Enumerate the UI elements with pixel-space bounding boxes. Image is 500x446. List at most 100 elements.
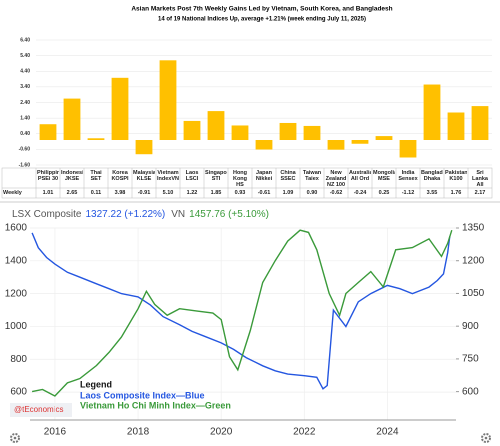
y-tick-label: 5.40 xyxy=(20,53,30,59)
category-label: Hong Kong HS xyxy=(232,170,248,188)
value-label: 1.01 xyxy=(42,190,54,196)
line-series xyxy=(31,232,451,390)
table-border xyxy=(1,167,493,199)
settings-icon[interactable] xyxy=(481,433,491,443)
category-label: Vietnam IndexVN xyxy=(157,170,179,182)
value-label: 0.93 xyxy=(234,190,246,196)
value-label: -0.62 xyxy=(329,190,343,196)
y-tick-label: 1600 xyxy=(5,223,28,234)
y2-tick-label: 750 xyxy=(462,354,479,365)
value-label: -0.24 xyxy=(353,190,367,196)
x-tick-label: 2016 xyxy=(44,427,67,438)
y-tick-label: 1400 xyxy=(5,255,28,266)
category-label: Sri Lanka All xyxy=(472,170,488,188)
bar xyxy=(135,140,153,155)
series-last: 1327.22 (+1.22%) xyxy=(85,209,165,220)
bar xyxy=(183,120,201,140)
value-label: 3.98 xyxy=(114,190,126,196)
source: @tEconomics xyxy=(14,405,63,414)
value-label: 1.76 xyxy=(450,190,462,196)
bar xyxy=(39,124,57,140)
y-tick-label: -0.60 xyxy=(19,147,31,153)
chart-subtitle: 14 of 19 National Indices Up, average +1… xyxy=(158,17,366,23)
category-label: Bangladesh Dhaka xyxy=(421,170,443,182)
category-label: Singapore STI xyxy=(205,170,227,182)
series-last: 1457.76 (+5.10%) xyxy=(189,209,269,220)
chart-title: Asian Markets Post 7th Weekly Gains Led … xyxy=(131,6,392,13)
bar xyxy=(63,98,81,140)
value-label: 3.55 xyxy=(426,190,438,196)
value-label: 1.85 xyxy=(210,190,222,196)
category-label: Malaysia KLSE xyxy=(133,170,155,182)
bar xyxy=(399,140,417,158)
legend-title: Legend xyxy=(80,379,112,389)
y2-tick-label: 600 xyxy=(462,386,479,397)
y-tick-label: 1.40 xyxy=(20,115,30,121)
y-tick-label: 2.40 xyxy=(20,100,30,106)
y2-tick-label: 900 xyxy=(462,321,479,332)
y-tick-label: 3.40 xyxy=(20,84,30,90)
y2-tick-label: 1350 xyxy=(462,223,485,234)
header: LSX Composite 1327.22 (+1.22%) VN 1457.76 (… xyxy=(12,209,269,220)
category-label: Indonesia JKSE xyxy=(61,170,83,182)
legend-entry: Vietnam Ho Chi Minh Index—Green xyxy=(80,400,231,410)
series-name: VN xyxy=(171,209,185,220)
y-tick-label: 0.40 xyxy=(20,131,30,137)
line-chart: @tEconomics 600 800 1000 1200 1400 1600 600 750… xyxy=(0,201,500,443)
source-bg xyxy=(10,403,72,417)
bar xyxy=(375,136,393,140)
value-label: 5.10 xyxy=(162,190,174,196)
category-label: Australia All Ord xyxy=(349,170,371,182)
y2-tick-label: 1050 xyxy=(462,288,485,299)
bar xyxy=(471,106,489,140)
row-header: Weekly xyxy=(3,190,22,196)
category-label: Thai SET xyxy=(90,170,102,182)
y-tick-label: 600 xyxy=(10,387,27,398)
value-label: 0.90 xyxy=(306,190,318,196)
value-label: 2.65 xyxy=(66,190,78,196)
category-label: Taiwan Taiex xyxy=(302,170,322,182)
category-label: China SSEC xyxy=(280,170,296,182)
bar xyxy=(423,84,441,140)
value-label: 1.09 xyxy=(282,190,294,196)
y2-tick-label: 1200 xyxy=(462,255,485,266)
bar xyxy=(207,111,225,140)
bar xyxy=(255,140,273,150)
bar xyxy=(327,140,345,150)
y-tick-label: 1200 xyxy=(5,288,28,299)
x-tick-label: 2018 xyxy=(127,427,150,438)
bar xyxy=(351,140,369,144)
bar xyxy=(447,112,465,140)
x-tick-label: 2024 xyxy=(376,427,399,438)
bar xyxy=(111,77,129,140)
category-label: Pakistan K100 xyxy=(445,170,467,182)
value-label: 0.11 xyxy=(90,190,102,196)
value-label: -0.91 xyxy=(137,190,151,196)
y-tick-label: 6.40 xyxy=(20,37,30,43)
category-label: Japan Nikkei xyxy=(255,170,273,182)
y-tick-label: -1.60 xyxy=(19,162,31,168)
y-tick-label: 1000 xyxy=(5,321,28,332)
value-label: 1.22 xyxy=(186,190,198,196)
legend-entry: Laos Composite Index—Blue xyxy=(80,390,205,400)
category-label: Philippine PSEi 30 xyxy=(37,170,59,182)
x-tick-label: 2020 xyxy=(210,427,233,438)
value-label: 0.25 xyxy=(378,190,390,196)
y-tick-label: 4.40 xyxy=(20,69,30,75)
category-label: New Zealand NZ 100 xyxy=(325,170,347,188)
value-label: -1.12 xyxy=(401,190,415,196)
bar xyxy=(159,60,177,140)
y-tick-label: 800 xyxy=(10,354,27,365)
category-label: Mongolia MSE xyxy=(373,170,395,182)
bar xyxy=(87,138,105,140)
x-tick-label: 2022 xyxy=(293,427,316,438)
value-label: -0.61 xyxy=(257,190,271,196)
settings-icon[interactable] xyxy=(10,433,20,443)
category-label: Korea KOSPI xyxy=(111,170,129,182)
bar xyxy=(231,125,249,140)
series-name: LSX Composite xyxy=(12,209,82,220)
bar-chart: Asian Markets Post 7th Weekly Gains Led … xyxy=(1,6,493,199)
bar xyxy=(303,125,321,140)
value-label: 2.17 xyxy=(474,190,486,196)
